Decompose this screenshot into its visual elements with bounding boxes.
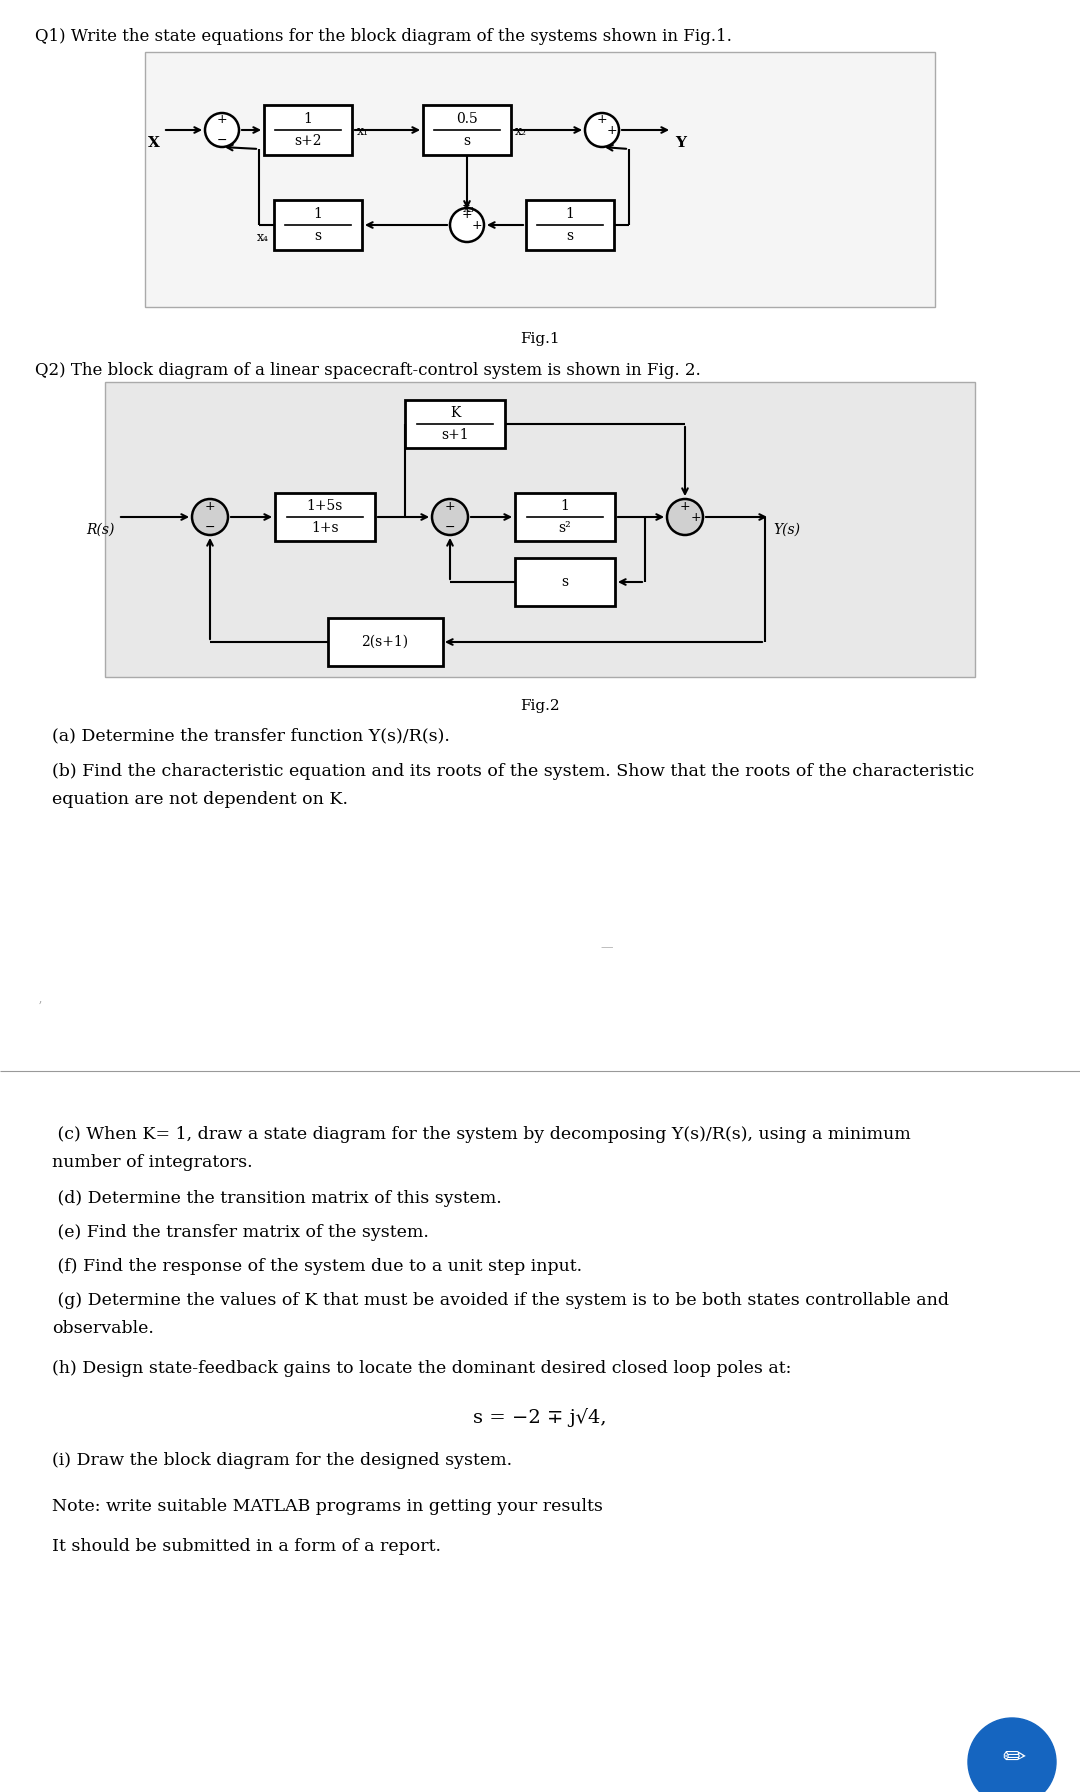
Bar — [405, 400, 505, 448]
Text: +: + — [217, 113, 227, 125]
Text: (c) When K= 1, draw a state diagram for the system by decomposing Y(s)/R(s), usi: (c) When K= 1, draw a state diagram for … — [52, 1125, 910, 1143]
Circle shape — [432, 498, 468, 536]
Text: −: − — [205, 521, 215, 534]
Text: 1: 1 — [566, 208, 575, 220]
Text: (b) Find the characteristic equation and its roots of the system. Show that the : (b) Find the characteristic equation and… — [52, 763, 974, 780]
Text: It should be submitted in a form of a report.: It should be submitted in a form of a re… — [52, 1538, 441, 1555]
Text: s = −2 ∓ j√4,: s = −2 ∓ j√4, — [473, 1409, 607, 1426]
Text: 1: 1 — [313, 208, 323, 220]
Text: ʼ: ʼ — [38, 1002, 42, 1014]
Text: 1: 1 — [561, 500, 569, 514]
Text: +: + — [679, 500, 690, 513]
Text: (e) Find the transfer matrix of the system.: (e) Find the transfer matrix of the syst… — [52, 1224, 429, 1242]
Text: 1+5s: 1+5s — [307, 500, 343, 514]
FancyBboxPatch shape — [105, 382, 975, 677]
Text: (f) Find the response of the system due to a unit step input.: (f) Find the response of the system due … — [52, 1258, 582, 1274]
Text: +: + — [205, 500, 215, 513]
Text: +: + — [607, 124, 618, 136]
Text: +: + — [461, 208, 472, 220]
Text: +: + — [472, 219, 483, 231]
Text: 0.5: 0.5 — [456, 111, 477, 125]
Text: −: − — [445, 521, 456, 534]
Text: 2(s+1): 2(s+1) — [362, 634, 408, 649]
Text: (a) Determine the transfer function Y(s)/R(s).: (a) Determine the transfer function Y(s)… — [52, 728, 450, 744]
Bar — [274, 201, 362, 251]
Circle shape — [968, 1719, 1056, 1792]
Circle shape — [585, 113, 619, 147]
Text: s: s — [463, 134, 471, 149]
Text: Y: Y — [675, 136, 686, 151]
Bar — [423, 106, 511, 154]
Text: x₄: x₄ — [257, 231, 269, 244]
Text: ✏: ✏ — [1002, 1744, 1026, 1772]
Text: X: X — [148, 136, 160, 151]
Text: s²: s² — [558, 520, 571, 534]
Text: +: + — [445, 500, 456, 513]
Bar — [515, 493, 615, 541]
Text: Q2) The block diagram of a linear spacecraft-control system is shown in Fig. 2.: Q2) The block diagram of a linear spacec… — [35, 362, 701, 378]
Bar — [515, 557, 615, 606]
Text: +: + — [690, 511, 701, 523]
Text: number of integrators.: number of integrators. — [52, 1154, 253, 1170]
Text: observable.: observable. — [52, 1321, 153, 1337]
Text: +: + — [596, 113, 607, 125]
Text: Fig.2: Fig.2 — [521, 699, 559, 713]
Text: Q1) Write the state equations for the block diagram of the systems shown in Fig.: Q1) Write the state equations for the bl… — [35, 29, 732, 45]
Text: s+2: s+2 — [294, 134, 322, 149]
Circle shape — [205, 113, 239, 147]
Circle shape — [667, 498, 703, 536]
Bar — [526, 201, 615, 251]
Text: s: s — [562, 575, 568, 590]
Text: −: − — [217, 134, 227, 147]
Bar — [275, 493, 375, 541]
Text: x₂: x₂ — [515, 125, 527, 138]
Text: s: s — [566, 229, 573, 244]
Text: s: s — [314, 229, 322, 244]
Text: Y(s): Y(s) — [773, 523, 800, 538]
Text: 1+s: 1+s — [311, 520, 339, 534]
Text: Note: write suitable MATLAB programs in getting your results: Note: write suitable MATLAB programs in … — [52, 1498, 603, 1514]
Bar — [327, 618, 443, 667]
Text: Fig.1: Fig.1 — [521, 332, 559, 346]
FancyBboxPatch shape — [145, 52, 935, 306]
Text: x₁: x₁ — [357, 125, 369, 138]
Text: equation are not dependent on K.: equation are not dependent on K. — [52, 790, 348, 808]
Text: R(s): R(s) — [86, 523, 114, 538]
Circle shape — [450, 208, 484, 242]
Text: (i) Draw the block diagram for the designed system.: (i) Draw the block diagram for the desig… — [52, 1452, 512, 1469]
Text: K: K — [449, 407, 460, 421]
Text: (g) Determine the values of K that must be avoided if the system is to be both s: (g) Determine the values of K that must … — [52, 1292, 949, 1308]
Text: x₃: x₃ — [463, 202, 475, 215]
Text: s+1: s+1 — [442, 428, 469, 441]
Circle shape — [192, 498, 228, 536]
Text: (h) Design state-feedback gains to locate the dominant desired closed loop poles: (h) Design state-feedback gains to locat… — [52, 1360, 792, 1376]
Bar — [264, 106, 352, 154]
Text: —: — — [600, 941, 612, 953]
Text: (d) Determine the transition matrix of this system.: (d) Determine the transition matrix of t… — [52, 1190, 502, 1208]
Text: 1: 1 — [303, 111, 312, 125]
